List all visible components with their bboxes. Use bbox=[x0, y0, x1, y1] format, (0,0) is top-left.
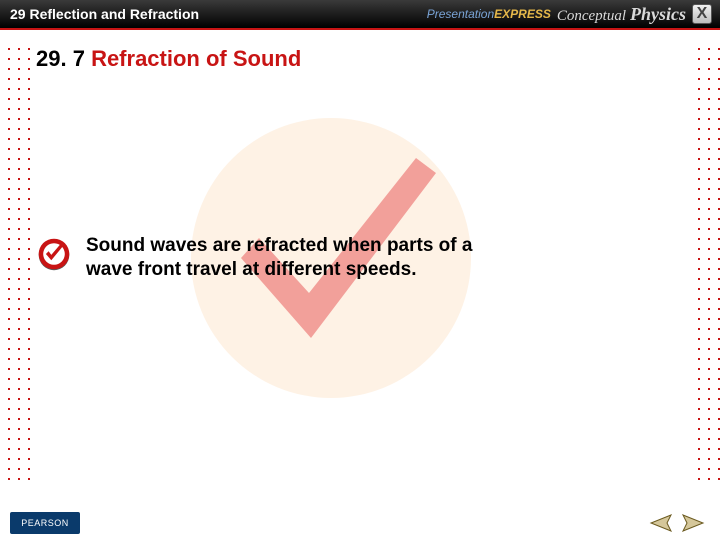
header-divider bbox=[0, 28, 720, 30]
next-button[interactable] bbox=[680, 512, 710, 534]
title-bar: 29 Reflection and Refraction Presentatio… bbox=[0, 0, 720, 28]
brand-presentation-word: Presentation bbox=[427, 7, 494, 21]
prev-button[interactable] bbox=[644, 512, 674, 534]
chapter-title: Reflection and Refraction bbox=[29, 6, 199, 22]
dotted-border-right bbox=[690, 40, 720, 482]
nav-arrows bbox=[644, 512, 710, 534]
dotted-border-left bbox=[0, 40, 30, 482]
section-number: 29. 7 bbox=[36, 46, 85, 71]
brand-conceptual-physics: Conceptual Physics bbox=[557, 4, 686, 25]
concept-row: Sound waves are refracted when parts of … bbox=[36, 234, 684, 282]
section-title: 29. 7 Refraction of Sound bbox=[36, 46, 684, 72]
chapter-heading: 29 Reflection and Refraction bbox=[0, 6, 427, 22]
close-button[interactable]: X bbox=[692, 4, 712, 24]
chapter-number: 29 bbox=[10, 6, 26, 22]
brand-presentation: PresentationEXPRESS bbox=[427, 7, 551, 21]
arrow-left-icon bbox=[645, 513, 673, 533]
slide-content: 29. 7 Refraction of Sound Sound waves ar… bbox=[36, 40, 684, 480]
arrow-right-icon bbox=[681, 513, 709, 533]
close-icon: X bbox=[697, 5, 708, 23]
publisher-label: PEARSON bbox=[21, 518, 69, 528]
concept-text: Sound waves are refracted when parts of … bbox=[86, 234, 516, 282]
section-title-text: Refraction of Sound bbox=[91, 46, 301, 71]
brand-conceptual-word: Conceptual bbox=[557, 8, 626, 24]
header-brand-group: PresentationEXPRESS Conceptual Physics X bbox=[427, 4, 720, 25]
publisher-badge: PEARSON bbox=[10, 512, 80, 534]
concept-check-icon bbox=[36, 236, 72, 272]
footer: PEARSON bbox=[0, 506, 720, 540]
brand-physics-word: Physics bbox=[630, 4, 686, 24]
brand-express-word: EXPRESS bbox=[494, 7, 551, 21]
